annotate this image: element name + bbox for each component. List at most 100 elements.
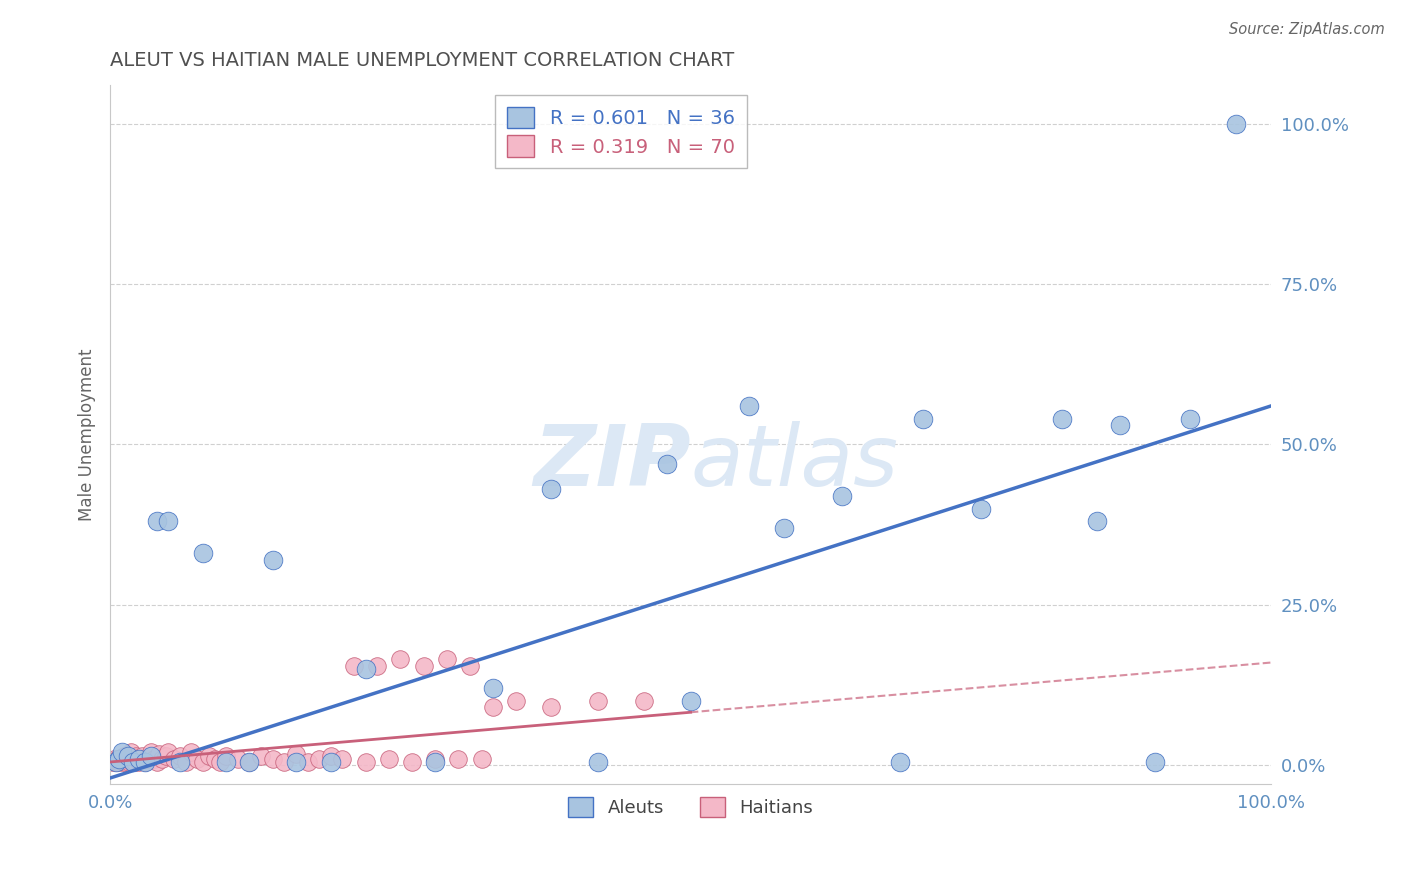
Point — [284, 755, 307, 769]
Point — [354, 755, 377, 769]
Point — [1178, 411, 1201, 425]
Point — [128, 755, 150, 769]
Point — [330, 752, 353, 766]
Point — [191, 755, 214, 769]
Point — [169, 755, 191, 769]
Point — [970, 501, 993, 516]
Y-axis label: Male Unemployment: Male Unemployment — [79, 349, 96, 521]
Point — [831, 489, 853, 503]
Point — [482, 681, 505, 696]
Point — [343, 658, 366, 673]
Point — [125, 748, 148, 763]
Point — [108, 752, 131, 766]
Legend: Aleuts, Haitians: Aleuts, Haitians — [561, 790, 821, 824]
Text: ZIP: ZIP — [533, 421, 690, 504]
Point — [273, 755, 295, 769]
Point — [209, 755, 232, 769]
Point — [215, 748, 238, 763]
Point — [103, 752, 125, 766]
Point — [482, 700, 505, 714]
Point — [104, 753, 127, 767]
Point — [354, 662, 377, 676]
Point — [1143, 755, 1166, 769]
Point — [308, 752, 330, 766]
Point — [110, 753, 132, 767]
Point — [136, 752, 159, 766]
Point — [139, 745, 162, 759]
Point — [215, 755, 238, 769]
Point — [250, 748, 273, 763]
Point — [412, 658, 434, 673]
Point — [143, 752, 166, 766]
Point — [204, 752, 226, 766]
Point — [115, 752, 138, 766]
Point — [148, 747, 170, 761]
Point — [125, 752, 148, 766]
Point — [157, 745, 180, 759]
Point — [105, 755, 128, 769]
Point — [134, 755, 156, 769]
Point — [107, 752, 129, 766]
Point — [436, 652, 458, 666]
Point — [284, 747, 307, 761]
Point — [366, 658, 388, 673]
Point — [262, 752, 284, 766]
Point — [117, 748, 139, 763]
Point — [401, 755, 423, 769]
Text: ALEUT VS HAITIAN MALE UNEMPLOYMENT CORRELATION CHART: ALEUT VS HAITIAN MALE UNEMPLOYMENT CORRE… — [110, 51, 734, 70]
Point — [122, 752, 145, 766]
Point — [319, 755, 342, 769]
Point — [198, 748, 221, 763]
Point — [1109, 418, 1132, 433]
Point — [155, 748, 177, 763]
Point — [108, 755, 131, 769]
Point — [238, 755, 260, 769]
Point — [118, 755, 141, 769]
Point — [191, 546, 214, 560]
Point — [586, 755, 609, 769]
Point — [128, 752, 150, 766]
Point — [1085, 515, 1108, 529]
Point — [104, 755, 127, 769]
Point — [772, 521, 794, 535]
Point — [505, 694, 527, 708]
Point — [120, 745, 142, 759]
Point — [458, 658, 481, 673]
Point — [122, 755, 145, 769]
Point — [111, 752, 134, 766]
Point — [1050, 411, 1073, 425]
Point — [389, 652, 412, 666]
Point — [1225, 117, 1247, 131]
Point — [157, 515, 180, 529]
Point — [104, 755, 127, 769]
Point — [633, 694, 655, 708]
Point — [117, 748, 139, 763]
Point — [114, 755, 136, 769]
Point — [174, 755, 197, 769]
Point — [101, 755, 124, 769]
Point — [540, 700, 562, 714]
Point — [657, 457, 679, 471]
Point — [447, 752, 470, 766]
Point — [226, 752, 249, 766]
Point — [111, 745, 134, 759]
Point — [169, 748, 191, 763]
Point — [911, 411, 934, 425]
Point — [163, 752, 186, 766]
Point — [131, 748, 153, 763]
Point — [319, 748, 342, 763]
Point — [378, 752, 401, 766]
Point — [134, 755, 156, 769]
Text: Source: ZipAtlas.com: Source: ZipAtlas.com — [1229, 22, 1385, 37]
Point — [262, 553, 284, 567]
Point — [540, 483, 562, 497]
Point — [152, 752, 174, 766]
Point — [679, 694, 702, 708]
Point — [586, 694, 609, 708]
Point — [186, 752, 208, 766]
Point — [425, 752, 447, 766]
Point — [297, 755, 319, 769]
Point — [180, 745, 202, 759]
Point — [121, 755, 143, 769]
Point — [737, 399, 759, 413]
